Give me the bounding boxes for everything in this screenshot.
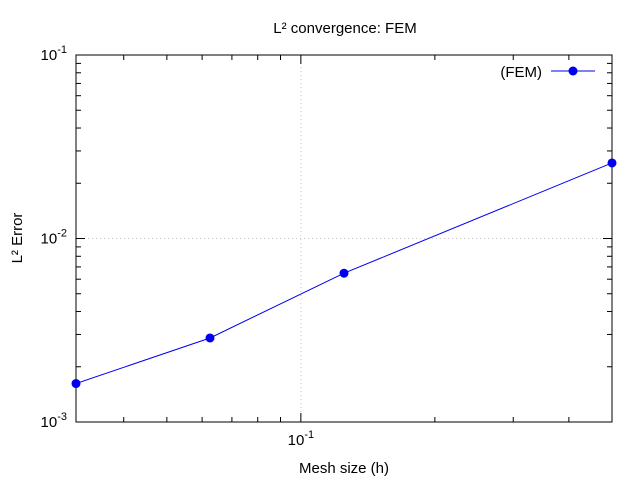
legend-marker [568, 66, 578, 76]
y-tick-label: 10-2 [41, 228, 67, 248]
legend-label: (FEM) [500, 64, 542, 81]
x-tick-label: 10-1 [288, 429, 314, 449]
grid-lines [76, 55, 612, 422]
legend: (FEM) [500, 64, 595, 81]
data-point [339, 268, 349, 278]
x-axis-label: Mesh size (h) [299, 460, 389, 477]
data-point [205, 333, 215, 343]
data-point [607, 158, 617, 168]
tick-labels: 10-3 10-2 10-1 10-1 [41, 44, 315, 449]
y-axis-label: L² Error [9, 213, 26, 264]
chart-title: L² convergence: FEM [273, 20, 416, 37]
axis-ticks [76, 54, 613, 423]
y-tick-label: 10-3 [41, 411, 67, 431]
y-tick-label: 10-1 [41, 44, 67, 64]
data-point [71, 379, 81, 389]
series-line [75, 162, 613, 385]
series-layer [71, 158, 617, 389]
